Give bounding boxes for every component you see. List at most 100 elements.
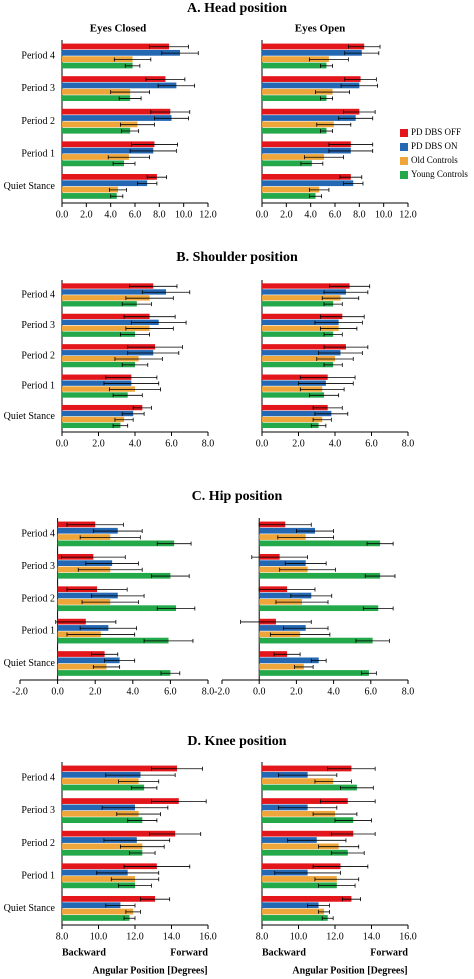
bar — [262, 410, 332, 417]
bar — [262, 915, 328, 921]
bar — [57, 663, 107, 670]
bar — [62, 876, 135, 882]
bar — [62, 193, 117, 199]
bar — [62, 771, 141, 778]
direction-label: Forward — [370, 947, 408, 958]
bar — [62, 108, 171, 115]
bar — [62, 380, 132, 386]
bar — [62, 765, 177, 772]
x-tick-label: 8.0 — [402, 438, 415, 449]
x-tick-label: 10.0 — [175, 209, 193, 220]
legend-swatch — [400, 129, 408, 137]
bar — [62, 141, 155, 148]
x-tick-label: 0.0 — [56, 209, 69, 220]
x-tick-label: 2.0 — [80, 209, 93, 220]
category-label: Period 3 — [21, 805, 55, 816]
bar — [62, 49, 181, 56]
column-title: Eyes Closed — [90, 23, 147, 35]
category-label: Period 2 — [21, 116, 55, 127]
legend-label: Old Controls — [411, 155, 458, 165]
bar — [259, 670, 369, 676]
bar — [62, 43, 170, 50]
x-tick-label: 2.0 — [280, 209, 293, 220]
bar — [57, 592, 118, 599]
bar — [62, 283, 154, 289]
bar — [62, 186, 118, 193]
bar — [57, 605, 177, 612]
x-tick-label: 2.0 — [89, 686, 102, 697]
category-label: Period 1 — [21, 381, 55, 392]
category-label: Period 3 — [21, 561, 55, 572]
x-tick-label: 10.0 — [375, 209, 393, 220]
bar — [259, 637, 373, 644]
bar — [62, 422, 121, 429]
x-tick-label: 4.0 — [327, 686, 340, 697]
category-label: Quiet Stance — [4, 411, 56, 422]
bar — [262, 313, 343, 320]
bar — [262, 147, 351, 154]
bar — [62, 295, 150, 301]
legend-swatch — [400, 157, 408, 165]
x-tick-label: 8.0 — [202, 686, 215, 697]
bar — [62, 331, 135, 337]
bar — [62, 830, 176, 837]
x-tick-label: 8.0 — [256, 931, 269, 942]
bar — [62, 404, 143, 411]
direction-label: Backward — [62, 947, 106, 958]
bar — [262, 830, 354, 837]
bar — [262, 127, 327, 134]
bar — [62, 882, 135, 889]
bar — [262, 331, 334, 337]
bar — [62, 62, 133, 69]
bar — [259, 527, 315, 534]
bar — [262, 386, 323, 392]
bar — [62, 121, 138, 128]
bar — [57, 670, 171, 676]
bar — [62, 902, 121, 909]
bar — [62, 863, 157, 870]
x-tick-label: 12.0 — [326, 931, 344, 942]
x-tick-label: 16.0 — [399, 931, 417, 942]
bar — [62, 804, 135, 811]
x-tick-label: 4.0 — [104, 209, 117, 220]
bar — [262, 778, 334, 785]
x-tick-label: 2.0 — [92, 438, 105, 449]
direction-label: Forward — [170, 947, 208, 958]
x-tick-label: 10.0 — [290, 931, 308, 942]
bar — [57, 527, 118, 534]
category-label: Period 1 — [21, 626, 55, 637]
bar — [262, 404, 328, 411]
bar — [62, 147, 154, 154]
bar — [262, 180, 354, 187]
bar — [259, 540, 381, 547]
x-tick-label: 16.0 — [199, 931, 217, 942]
category-label: Period 4 — [21, 773, 55, 784]
bar — [259, 560, 306, 566]
category-label: Period 3 — [21, 83, 55, 94]
bar — [262, 95, 327, 102]
x-tick-label: 8.0 — [402, 686, 415, 697]
bar — [262, 76, 361, 82]
bar — [262, 876, 337, 882]
x-tick-label: 2.0 — [292, 438, 305, 449]
bar — [262, 849, 348, 856]
bar — [62, 361, 135, 368]
category-label: Quiet Stance — [4, 903, 56, 914]
x-tick-label: 6.0 — [164, 686, 177, 697]
category-label: Quiet Stance — [4, 658, 56, 669]
bar — [262, 798, 348, 804]
bar — [62, 392, 128, 398]
bar — [259, 605, 379, 612]
x-tick-label: 12.0 — [199, 209, 217, 220]
bar — [259, 651, 288, 657]
bar — [262, 295, 341, 301]
bar — [62, 88, 131, 95]
bar — [62, 173, 157, 180]
bar — [62, 154, 129, 160]
bar — [62, 82, 177, 89]
bar — [262, 186, 320, 193]
bar — [62, 416, 125, 423]
x-tick-label: 4.0 — [127, 686, 140, 697]
bar — [262, 289, 346, 295]
